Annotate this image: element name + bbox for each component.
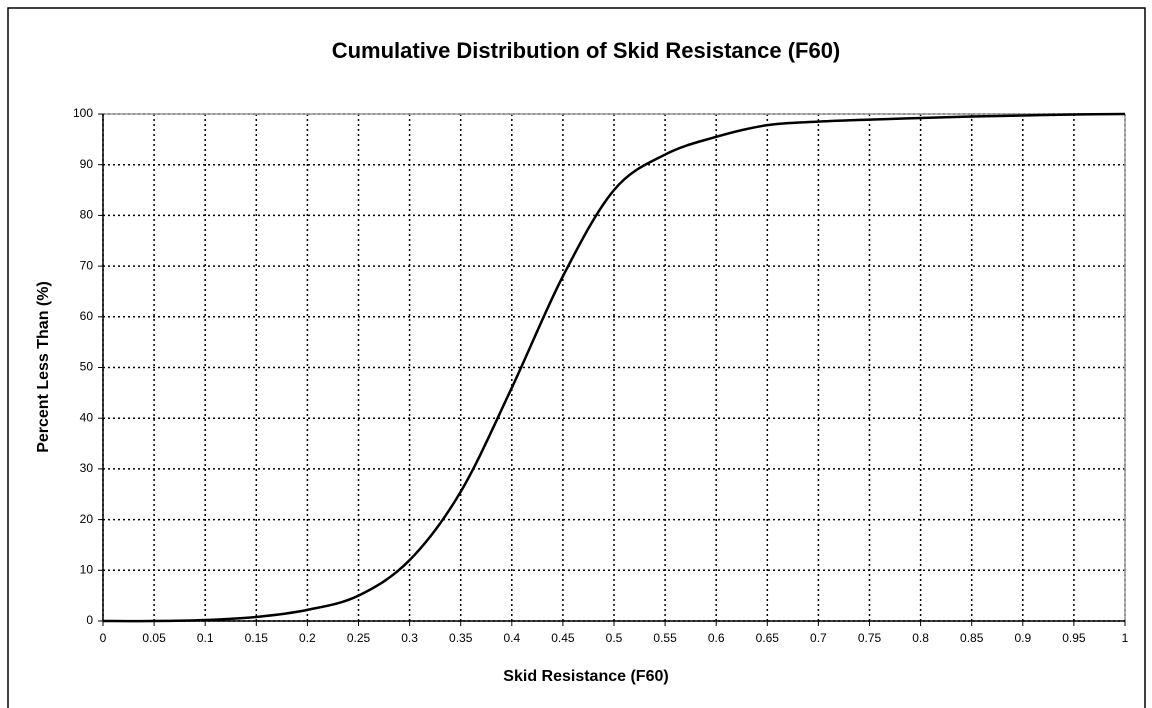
x-tick-label: 0.2 xyxy=(299,631,316,645)
x-tick-label: 0.05 xyxy=(142,631,166,645)
y-tick-label: 90 xyxy=(80,157,94,171)
y-tick-label: 40 xyxy=(80,410,94,424)
y-tick-label: 60 xyxy=(80,309,94,323)
x-tick-label: 0.75 xyxy=(858,631,882,645)
y-tick-label: 30 xyxy=(80,461,94,475)
y-tick-label: 10 xyxy=(80,562,94,576)
x-tick-label: 0.9 xyxy=(1014,631,1031,645)
y-tick-label: 0 xyxy=(86,613,93,627)
chart-frame xyxy=(7,7,1146,708)
x-tick-label: 0.5 xyxy=(606,631,623,645)
data-line xyxy=(102,112,1126,623)
x-tick-label: 0 xyxy=(100,631,107,645)
y-tick-label: 50 xyxy=(80,360,94,374)
x-tick-label: 0.7 xyxy=(810,631,827,645)
x-tick-label: 0.55 xyxy=(653,631,677,645)
x-tick-label: 0.6 xyxy=(708,631,725,645)
x-tick-label: 0.85 xyxy=(960,631,984,645)
y-tick-label: 20 xyxy=(80,512,94,526)
chart-title: Cumulative Distribution of Skid Resistan… xyxy=(332,38,841,63)
x-tick-label: 0.45 xyxy=(551,631,575,645)
y-tick-label: 70 xyxy=(80,258,94,272)
y-axis-label: Percent Less Than (%) xyxy=(35,281,52,453)
x-tick-label: 0.35 xyxy=(449,631,473,645)
y-tick-label: 80 xyxy=(80,208,94,222)
x-axis-label: Skid Resistance (F60) xyxy=(503,668,668,685)
x-tick-label: 0.8 xyxy=(912,631,929,645)
x-tick-label: 0.65 xyxy=(756,631,780,645)
x-tick-label: 0.3 xyxy=(401,631,418,645)
x-tick-label: 0.15 xyxy=(245,631,269,645)
x-tick-label: 0.4 xyxy=(503,631,520,645)
x-tick-label: 1 xyxy=(1122,631,1129,645)
y-tick-label: 100 xyxy=(73,106,93,120)
x-tick-label: 0.1 xyxy=(197,631,214,645)
x-tick-label: 0.95 xyxy=(1062,631,1086,645)
x-tick-label: 0.25 xyxy=(347,631,371,645)
